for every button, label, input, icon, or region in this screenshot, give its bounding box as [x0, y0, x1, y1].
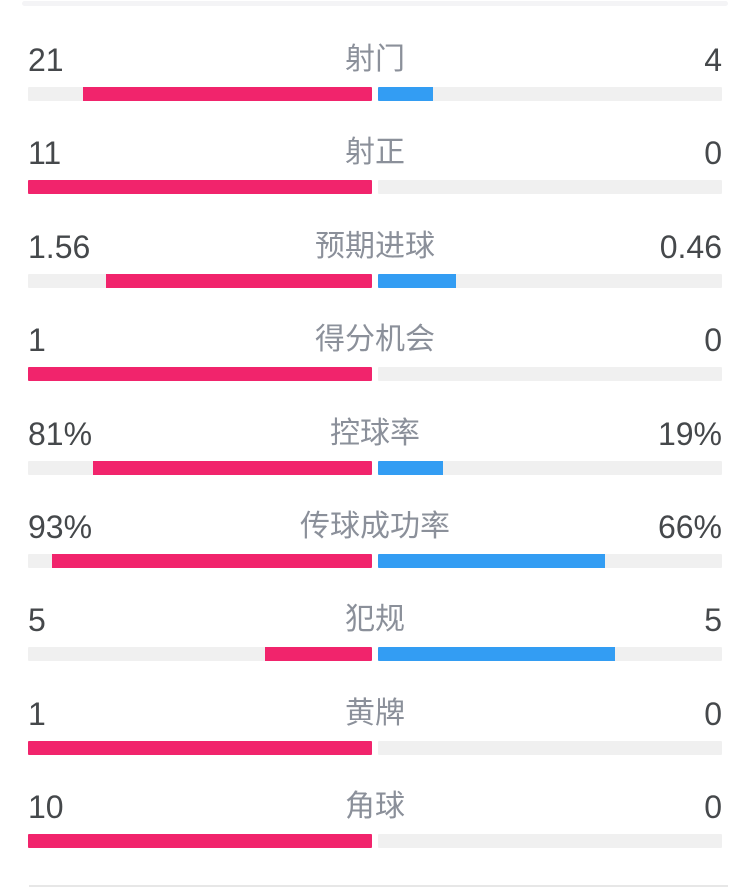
stat-bar	[28, 273, 722, 288]
stat-row: 21 射门 4	[0, 10, 750, 103]
stat-labels-line: 1 黄牌 0	[28, 694, 722, 734]
away-value: 5	[704, 602, 722, 639]
home-value: 21	[28, 42, 64, 78]
stat-labels-line: 5 犯规 5	[28, 600, 722, 640]
away-bar-track	[378, 87, 722, 101]
away-bar-track	[378, 647, 722, 662]
stat-labels-line: 21 射门 4	[28, 40, 722, 80]
stat-label: 射正	[345, 136, 405, 170]
home-bar-track	[28, 460, 372, 475]
stat-row: 81% 控球率 19%	[0, 384, 750, 477]
stat-label: 得分机会	[315, 323, 435, 357]
home-bar-fill	[28, 834, 372, 849]
home-value: 81%	[28, 415, 93, 452]
stat-row: 1.56 预期进球 0.46	[0, 197, 750, 290]
home-bar-fill	[264, 647, 372, 662]
away-value: 19%	[657, 415, 722, 452]
stat-label: 控球率	[330, 416, 420, 450]
home-value: 1.56	[28, 228, 91, 265]
stat-labels-line: 10 角球 0	[28, 787, 722, 827]
previous-stat-track-remnant	[22, 1, 728, 6]
home-value: 1	[28, 322, 46, 359]
home-bar-fill	[28, 740, 372, 755]
away-bar-track	[378, 834, 722, 849]
stat-bar	[28, 460, 722, 475]
away-bar-fill	[378, 460, 444, 475]
stat-labels-line: 81% 控球率 19%	[28, 414, 722, 454]
away-bar-track	[378, 740, 722, 755]
stat-label: 射门	[345, 43, 405, 76]
home-value: 10	[28, 789, 64, 826]
stat-bar	[28, 367, 722, 382]
home-bar-track	[28, 87, 372, 101]
stat-row: 1 黄牌 0	[0, 664, 750, 757]
away-value: 66%	[657, 508, 722, 545]
stat-labels-line: 11 射正 0	[28, 133, 722, 173]
stat-bar	[28, 647, 722, 662]
stat-label: 传球成功率	[300, 509, 450, 543]
stat-labels-line: 1.56 预期进球 0.46	[28, 227, 722, 267]
stat-label: 犯规	[345, 603, 405, 637]
home-bar-fill	[52, 553, 372, 568]
home-bar-fill	[28, 180, 372, 195]
home-bar-track	[28, 740, 372, 755]
home-value: 93%	[28, 508, 93, 545]
stat-label: 角球	[345, 790, 405, 824]
home-bar-fill	[83, 87, 372, 101]
home-value: 11	[28, 135, 62, 172]
home-bar-track	[28, 367, 372, 382]
section-divider	[29, 885, 728, 887]
home-bar-track	[28, 273, 372, 288]
stat-row: 93% 传球成功率 66%	[0, 477, 750, 570]
away-bar-track	[378, 273, 722, 288]
away-bar-fill	[378, 87, 434, 101]
away-bar-track	[378, 367, 722, 382]
stat-row: 11 射正 0	[0, 103, 750, 196]
home-bar-fill	[93, 460, 372, 475]
stat-bar	[28, 87, 722, 101]
match-stats-list: 21 射门 4 11 射正 0 1.	[0, 10, 750, 851]
stat-label: 黄牌	[345, 696, 405, 730]
home-bar-fill	[106, 273, 372, 288]
home-value: 1	[28, 695, 46, 732]
home-bar-track	[28, 553, 372, 568]
stat-row: 5 犯规 5	[0, 570, 750, 663]
away-value: 0	[704, 695, 722, 732]
home-bar-track	[28, 180, 372, 195]
away-value: 0	[704, 789, 722, 826]
away-bar-track	[378, 553, 722, 568]
away-bar-fill	[378, 553, 606, 568]
stat-labels-line: 93% 传球成功率 66%	[28, 507, 722, 547]
stat-label: 预期进球	[315, 229, 435, 263]
away-bar-track	[378, 180, 722, 195]
away-value: 0	[704, 135, 722, 172]
stat-bar	[28, 180, 722, 195]
away-value: 0	[704, 322, 722, 359]
home-bar-fill	[28, 367, 372, 382]
away-value: 0.46	[659, 228, 722, 265]
stat-bar	[28, 553, 722, 568]
stat-bar	[28, 834, 722, 849]
stat-row: 1 得分机会 0	[0, 290, 750, 383]
stat-bar	[28, 740, 722, 755]
stat-row: 10 角球 0	[0, 757, 750, 850]
away-value: 4	[704, 42, 722, 78]
away-bar-fill	[378, 647, 615, 662]
home-bar-track	[28, 647, 372, 662]
away-bar-track	[378, 460, 722, 475]
stat-labels-line: 1 得分机会 0	[28, 320, 722, 360]
away-bar-fill	[378, 273, 457, 288]
home-bar-track	[28, 834, 372, 849]
home-value: 5	[28, 602, 46, 639]
